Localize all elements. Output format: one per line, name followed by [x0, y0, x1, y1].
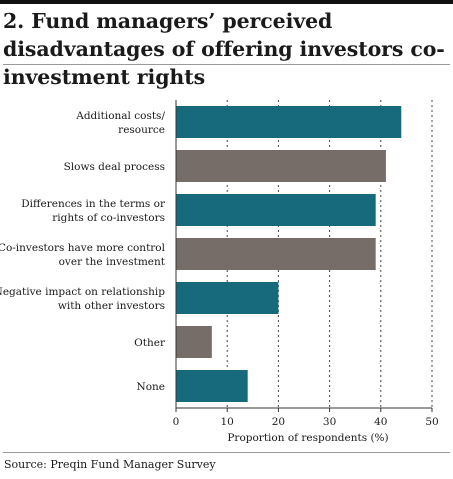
category-label-2: Differences in the terms or rights of co-… [21, 198, 166, 224]
tick-label-30: 30 [323, 416, 336, 428]
bar-4 [176, 282, 279, 314]
category-label-3: Co-investors have more control over the i… [0, 242, 166, 268]
top-rule [0, 0, 453, 4]
category-label-0: Additional costs/resource [75, 110, 165, 136]
chart-title: 2. Fund managers’ perceived disadvantage… [3, 9, 445, 89]
x-axis-title: Proportion of respondents (%) [227, 432, 388, 444]
bar-1 [176, 150, 386, 182]
tick-label-40: 40 [374, 416, 387, 428]
bottom-divider [3, 452, 450, 453]
bar-2 [176, 194, 376, 226]
tick-label-50: 50 [425, 416, 438, 428]
tick-label-10: 10 [221, 416, 234, 428]
bars [176, 106, 402, 402]
category-label-5: Other [134, 337, 166, 349]
category-label-4: Negative impact on relationship with othe… [0, 286, 165, 312]
x-axis: 0 10 20 30 40 50 Proportion of respondents (%) [173, 100, 439, 444]
title-divider [3, 64, 450, 65]
bar-0 [176, 106, 402, 138]
source-note: Source: Preqin Fund Manager Survey [4, 458, 216, 471]
category-label-1: Slows deal process [64, 161, 165, 173]
tick-label-20: 20 [272, 416, 285, 428]
category-labels: Additional costs/resource Slows deal proc… [0, 110, 166, 393]
bar-chart: Additional costs/resource Slows deal proc… [0, 100, 439, 444]
bar-6 [176, 370, 248, 402]
bar-3 [176, 238, 376, 270]
tick-label-0: 0 [173, 416, 180, 428]
category-label-6: None [137, 381, 166, 393]
bar-5 [176, 326, 212, 358]
